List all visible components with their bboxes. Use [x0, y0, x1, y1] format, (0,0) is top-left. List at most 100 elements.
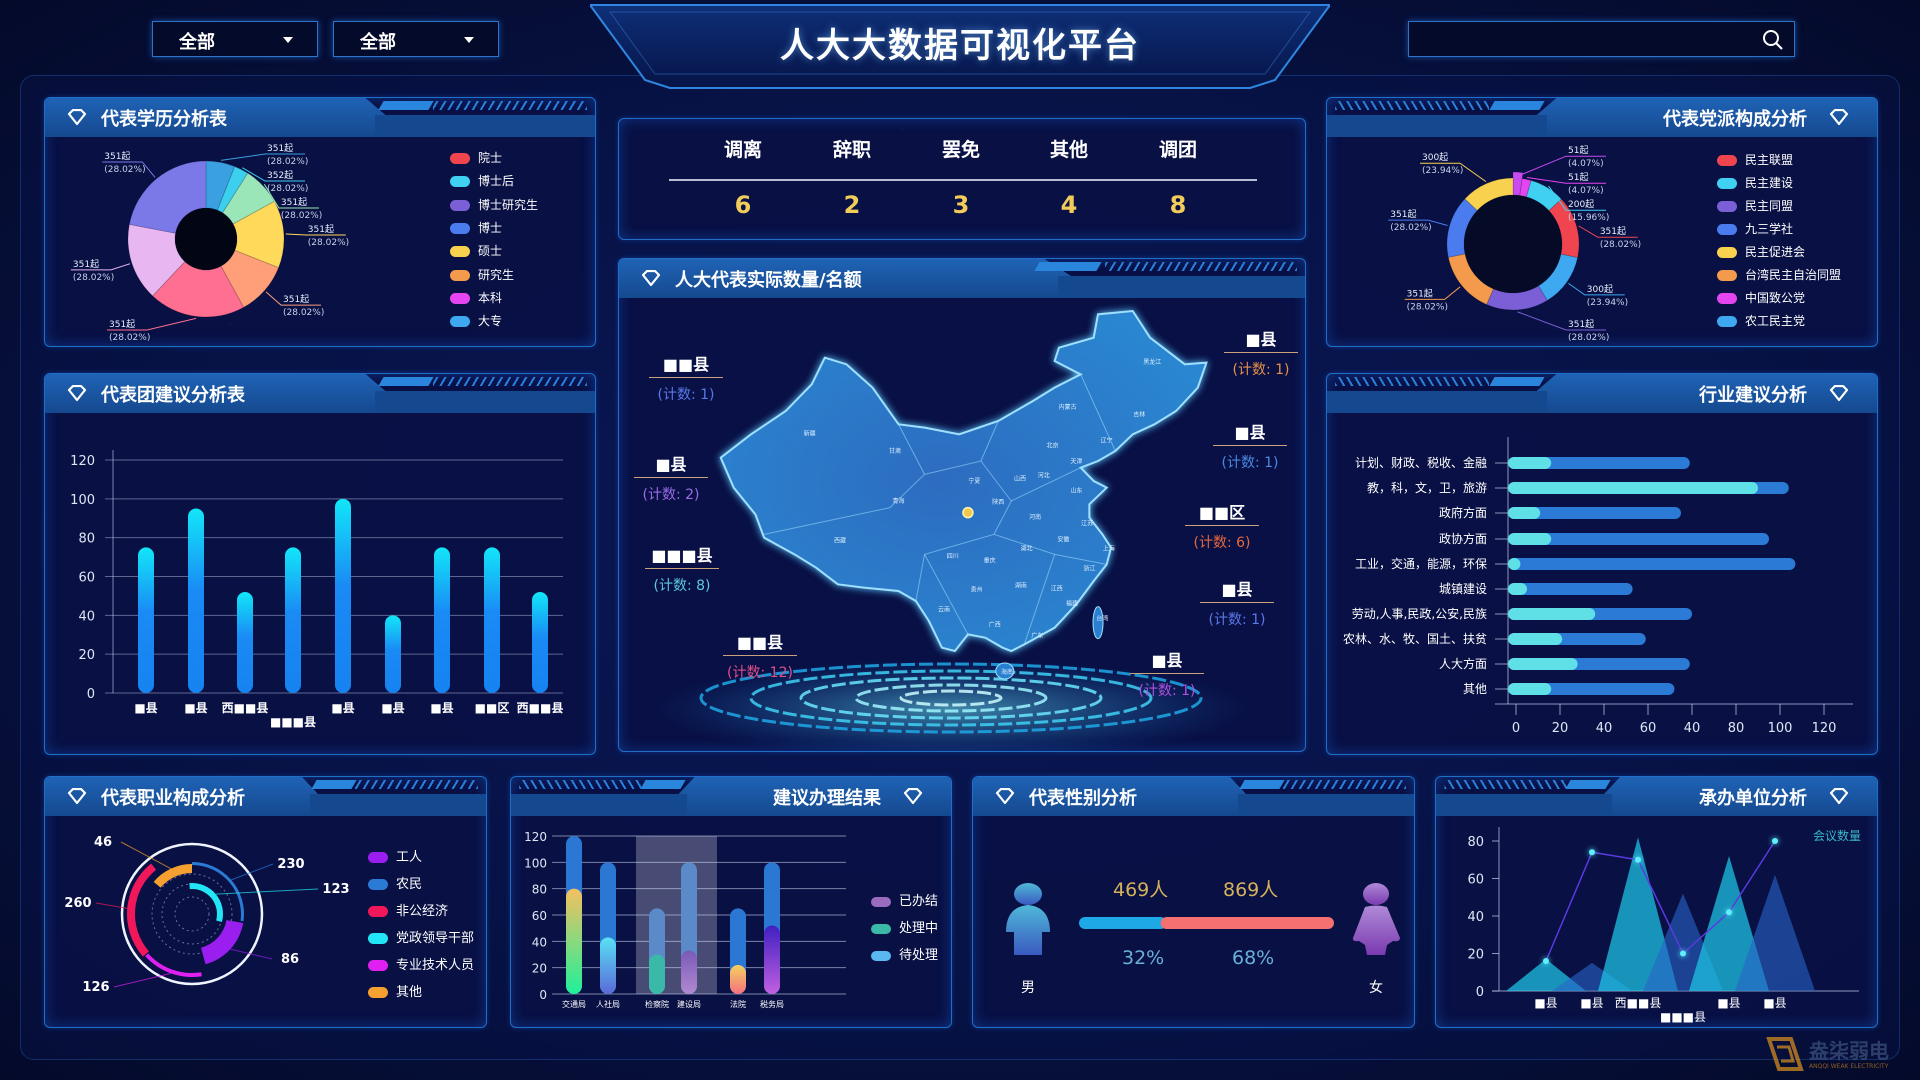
legend-item: 非公经济	[368, 900, 448, 919]
province-label: 山东	[1070, 486, 1082, 494]
value-label: 126	[82, 980, 109, 995]
panel-title: 代表学历分析表	[101, 109, 227, 130]
gender-panel: 代表性别分析 469人 869人 32% 68% 男 女	[972, 776, 1415, 1028]
search-icon[interactable]	[1762, 29, 1784, 51]
legend-swatch	[450, 246, 470, 258]
taiwan-island	[1092, 606, 1104, 640]
search-box[interactable]	[1408, 21, 1795, 57]
y-tick-label: 40	[1467, 910, 1484, 925]
bar	[237, 592, 253, 693]
legend-swatch	[1717, 155, 1737, 166]
leader-line	[107, 317, 197, 331]
map-label-count: (计数: 1)	[1138, 683, 1196, 699]
stat-value: 8	[1169, 191, 1187, 219]
search-input[interactable]	[1409, 22, 1749, 56]
female-count: 869人	[1223, 879, 1279, 901]
category-label: 农林、水、牧、国土、扶贫	[1343, 631, 1487, 646]
y-tick-label: 0	[1476, 985, 1484, 1000]
leader-line	[1388, 219, 1448, 227]
legend-label: 其他	[396, 985, 423, 1000]
map-label-name: ■县	[1234, 423, 1266, 442]
category-label: 计划、财政、税收、金融	[1355, 455, 1487, 470]
legend-label: 待处理	[899, 948, 939, 963]
province-label: 天津	[1070, 458, 1082, 465]
education-panel: 代表学历分析表 351起 (28.02%) 352起 (28.02%) 351起 (28.…	[44, 97, 596, 347]
province-label: 重庆	[984, 556, 996, 564]
logo-text: 盎柒弱电	[1809, 1039, 1889, 1063]
leader-line	[263, 183, 319, 209]
male-icon	[1006, 883, 1050, 955]
legend-label: 九三学社	[1745, 222, 1794, 236]
male-share-bar	[1079, 917, 1167, 929]
platform-ring	[899, 689, 1003, 707]
province-label: 北京	[1046, 441, 1058, 449]
province-label: 河南	[1029, 513, 1041, 521]
legend-swatch	[1717, 270, 1737, 281]
platform-glow	[651, 659, 1251, 751]
category-label: 政协方面	[1439, 531, 1487, 546]
x-tick-label: 人社局	[596, 999, 620, 1009]
y-tick-label: 120	[524, 830, 547, 844]
province-label: 内蒙古	[1059, 403, 1077, 411]
legend-swatch	[871, 950, 891, 961]
platform-ring	[699, 662, 1203, 734]
value-label: 46	[94, 835, 112, 850]
category-label: 工业，交通，能源，环保	[1355, 556, 1487, 571]
stat-label: 调离	[723, 139, 762, 161]
legend-item: 工人	[368, 846, 422, 865]
occupation-radial-chart: 86 230 260 123 126 46	[64, 835, 349, 995]
donut-slice	[127, 223, 186, 297]
dotted-ring	[151, 873, 233, 955]
bar-part	[1508, 608, 1596, 620]
panel-title: 代表职业构成分析	[101, 788, 245, 809]
map-label-underline	[1224, 352, 1298, 353]
legend-item: 待处理	[871, 944, 938, 963]
y-tick-label: 80	[532, 883, 547, 897]
y-tick-label: 20	[78, 648, 95, 663]
y-tick-label: 20	[532, 962, 547, 976]
map-label: ■县 (计数: 1)	[1107, 647, 1227, 700]
leader-line	[220, 153, 305, 161]
legend-swatch	[1717, 293, 1737, 304]
panel-title: 人大代表实际数量/名额	[675, 270, 862, 291]
gender-figures	[1006, 883, 1400, 955]
legend-swatch	[368, 879, 388, 890]
filter-dropdown-2[interactable]: 全部	[333, 21, 499, 57]
radial-arc	[145, 953, 202, 977]
map-label-count: (计数: 6)	[1193, 535, 1251, 551]
province-border	[915, 460, 1012, 602]
leader-line	[1517, 155, 1606, 177]
panel-header: 承办单位分析	[1436, 777, 1877, 816]
line-point	[1635, 856, 1641, 863]
map-label: ■县 (计数: 1)	[1190, 419, 1305, 472]
line-point	[1772, 838, 1778, 844]
province-label: 贵州	[971, 585, 983, 593]
y-tick-label: 20	[1467, 948, 1484, 963]
province-label: 台湾	[1096, 615, 1108, 623]
map-label-name: ■县	[1221, 580, 1253, 599]
slice-percent-label: (28.02%)	[281, 211, 322, 221]
panel-header: 人大代表实际数量/名额	[619, 259, 1305, 298]
stat-value: 3	[952, 191, 970, 219]
x-tick-label: 40	[1684, 721, 1701, 736]
legend-item: 农民	[368, 873, 422, 892]
province-border	[924, 554, 969, 635]
female-share-bar	[1160, 917, 1334, 929]
x-tick-label: ■县	[134, 701, 157, 715]
stat-value: 2	[843, 191, 861, 219]
dotted-ring	[174, 896, 210, 932]
filter-value: 全部	[360, 32, 396, 53]
leader-line	[231, 863, 274, 881]
leader-line	[1548, 185, 1606, 211]
bar-value	[764, 925, 780, 994]
province-label: 河北	[1038, 471, 1050, 479]
slice-count-label: 51起	[1568, 172, 1588, 183]
legend-label: 本科	[478, 290, 503, 305]
panel-title: 代表性别分析	[1029, 788, 1137, 809]
map-label-count: (计数: 1)	[1221, 455, 1279, 471]
meeting-count-line	[1545, 840, 1776, 962]
map-label-underline	[634, 477, 708, 478]
bar	[385, 615, 401, 693]
filter-dropdown-1[interactable]: 全部	[152, 21, 318, 57]
legend-label: 农工民主党	[1745, 314, 1806, 328]
